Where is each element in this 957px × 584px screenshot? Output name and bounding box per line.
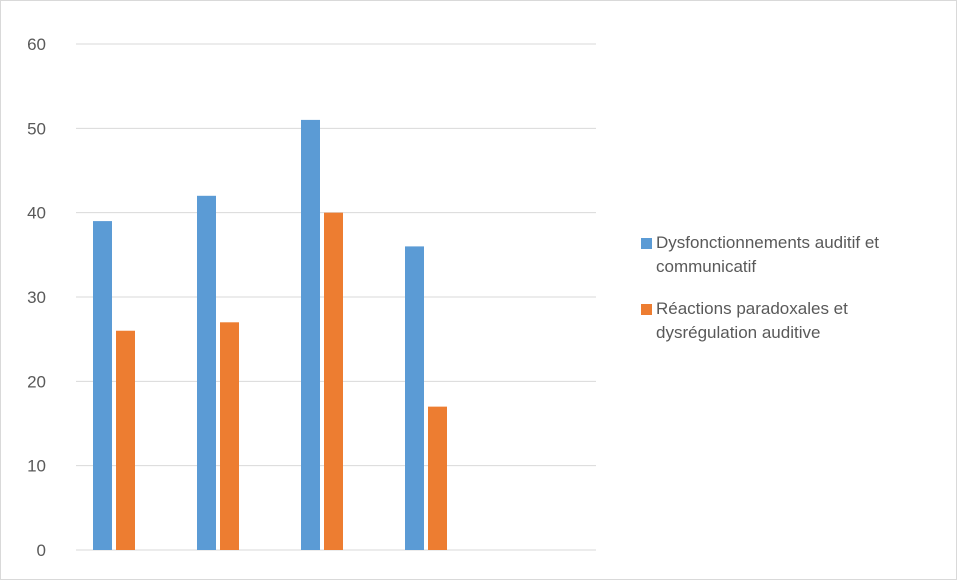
y-tick-label: 20 [27,372,46,391]
y-tick-label: 60 [27,35,46,54]
legend-label-series-1: Dysfonctionnements auditif et communicat… [656,233,880,276]
bar-series-1-group-1 [93,221,112,550]
y-tick-label: 10 [27,457,46,476]
bar-series-1-group-2 [197,195,216,551]
bar-series-2-group-2 [220,322,239,550]
y-axis-ticks: 0 10 20 30 40 50 60 [27,35,46,560]
bar-series-1-group-3 [301,119,320,551]
y-tick-label: 0 [37,541,46,560]
legend: Dysfonctionnements auditif et communicat… [641,231,941,363]
bars [93,119,447,551]
bar-series-2-group-1 [116,330,135,550]
legend-item-series-2: Réactions paradoxales et dysrégulation a… [641,297,941,345]
y-tick-label: 40 [27,204,46,223]
bar-series-2-group-3 [324,212,343,550]
legend-item-series-1: Dysfonctionnements auditif et communicat… [641,231,941,279]
y-tick-label: 30 [27,288,46,307]
legend-label-series-2: Réactions paradoxales et dysrégulation a… [656,299,848,342]
legend-swatch-series-1 [641,238,652,249]
y-tick-label: 50 [27,119,46,138]
bar-series-1-group-4 [405,246,424,550]
legend-swatch-series-2 [641,304,652,315]
bar-series-2-group-4 [428,406,447,550]
